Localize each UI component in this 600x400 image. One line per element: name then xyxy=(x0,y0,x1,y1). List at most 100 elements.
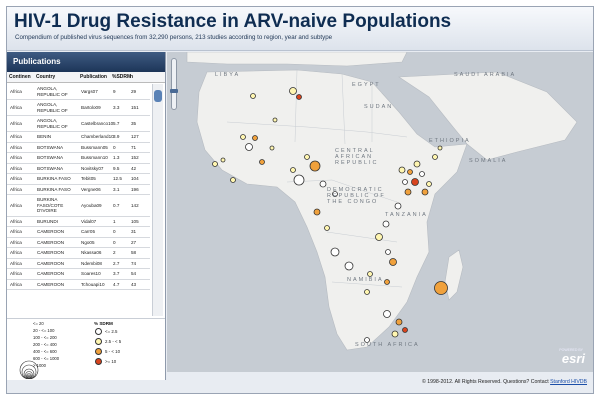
page-title: HIV-1 Drug Resistance in ARV-naive Popul… xyxy=(14,11,452,32)
map-label-saudi-arabia: SAUDI ARABIA xyxy=(454,72,517,78)
study-marker xyxy=(324,225,330,231)
map-label-namibia: NAMIBIA xyxy=(347,277,384,283)
study-marker xyxy=(259,159,265,165)
cell-n: 151 xyxy=(131,104,139,110)
cell-n: 35 xyxy=(131,120,137,126)
cell-sdrm: 0 xyxy=(113,239,116,245)
app-frame: HIV-1 Drug Resistance in ARV-naive Popul… xyxy=(6,6,594,394)
cell-country: BOTSWANA xyxy=(37,165,64,171)
map-label-drc: DEMOCRATIC REPUBLIC OF THE CONGO xyxy=(327,187,386,205)
cell-publication: Vargs07 xyxy=(81,88,98,94)
cell-sdrm: 0 xyxy=(113,144,116,150)
sdrm-dot xyxy=(95,358,102,365)
cell-n: 152 xyxy=(131,155,139,160)
study-marker xyxy=(269,145,275,151)
table-row[interactable]: Africa BOTSWANA Bussmann10 1.3 152 xyxy=(7,153,150,164)
cell-n: 105 xyxy=(131,218,139,224)
study-marker xyxy=(245,143,253,151)
cell-continent: Africa xyxy=(10,250,22,255)
cell-publication: Ngo05 xyxy=(81,239,95,245)
esri-logo[interactable]: esri xyxy=(561,351,585,366)
column-header-sdrm[interactable]: %SDRM xyxy=(112,74,132,80)
study-marker xyxy=(402,179,408,185)
table-row[interactable]: Africa CAMEROON Tchouapi10 4.7 43 xyxy=(7,280,150,290)
zoom-slider[interactable] xyxy=(170,58,178,110)
cell-sdrm: 2.7 xyxy=(113,260,120,266)
cell-continent: Africa xyxy=(10,260,22,266)
study-marker xyxy=(394,202,402,210)
table-row[interactable]: Africa CAMEROON Soares10 3.7 54 xyxy=(7,269,150,280)
footer: © 1998-2012. All Rights Reserved. Questi… xyxy=(167,373,593,393)
study-marker xyxy=(330,247,340,257)
table-row[interactable]: Africa BENIN Chamberland10 3.9 127 xyxy=(7,132,150,143)
table-row[interactable]: Africa BURUNDI Vidal07 1 105 xyxy=(7,217,150,227)
sdrm-label: 2.5 - < 5 xyxy=(105,339,122,344)
table-row[interactable]: Africa CAMEROON Ngo05 0 27 xyxy=(7,238,150,248)
cell-n: 42 xyxy=(131,165,137,171)
study-marker xyxy=(421,188,429,196)
table-row[interactable]: Africa BURKINA FASO/COTE D'IVOIRE Ayouba09… xyxy=(7,195,150,217)
scrollbar-thumb[interactable] xyxy=(154,90,162,102)
table-row[interactable]: Africa BURKINA FASO Tebit05 12.5 104 xyxy=(7,174,150,185)
cell-publication: Bartolo09 xyxy=(81,104,101,110)
sdrm-legend-item: >= 10 xyxy=(95,358,116,365)
study-marker xyxy=(432,154,438,160)
cell-publication: Novitsky07 xyxy=(81,165,104,171)
cell-n: 127 xyxy=(131,134,139,139)
cell-publication: Tchouapi10 xyxy=(81,281,105,287)
size-label: <= 20 xyxy=(33,321,44,326)
table-scrollbar[interactable] xyxy=(152,84,163,316)
column-header-n[interactable]: n xyxy=(130,74,134,80)
sdrm-dot xyxy=(95,338,102,345)
table-row[interactable]: Africa BOTSWANA Novitsky07 9.5 42 xyxy=(7,164,150,174)
table-row[interactable]: Africa BOTSWANA Bussmann05 0 71 xyxy=(7,143,150,153)
cell-country: BOTSWANA xyxy=(37,155,64,160)
africa-land xyxy=(196,69,468,351)
cell-continent: Africa xyxy=(10,120,22,126)
cell-country: ANGOLA, REPUBLIC OF xyxy=(37,102,68,113)
cell-n: 43 xyxy=(131,281,137,287)
cell-publication: Tebit05 xyxy=(81,176,96,181)
column-header-country[interactable]: Country xyxy=(36,74,56,80)
cell-country: CAMEROON xyxy=(37,229,65,234)
cell-country: CAMEROON xyxy=(37,250,65,255)
table-row[interactable]: Africa BURKINA FASO Vergne06 3.1 196 xyxy=(7,185,150,195)
cell-country: CAMEROON xyxy=(37,239,65,245)
map-view[interactable]: LIBYA SAUDI ARABIA EGYPT SUDAN ETHIOPIA … xyxy=(167,52,593,372)
study-marker xyxy=(290,167,296,173)
map-label-egypt: EGYPT xyxy=(352,82,381,88)
study-marker xyxy=(419,171,425,177)
zoom-slider-handle[interactable] xyxy=(170,89,178,93)
cell-country: BURKINA FASO/COTE D'IVOIRE xyxy=(37,197,64,213)
column-header-continent[interactable]: Continen xyxy=(9,74,31,80)
study-marker xyxy=(395,318,403,326)
table-row[interactable]: Africa ANGOLA, REPUBLIC OF Vargs07 9 29 xyxy=(7,84,150,100)
africa-map[interactable] xyxy=(167,52,593,372)
study-marker xyxy=(212,161,218,167)
size-label: 20 - <= 100 xyxy=(33,328,55,333)
study-marker xyxy=(344,261,354,271)
sdrm-legend-item: 5 - < 10 xyxy=(95,348,120,355)
cell-sdrm: 0 xyxy=(113,229,116,234)
cell-publication: Castelbranco10 xyxy=(81,120,114,126)
cell-sdrm: 1.3 xyxy=(113,155,120,160)
column-header-publication[interactable]: Publication xyxy=(80,74,107,80)
study-marker xyxy=(413,160,421,168)
table-row[interactable]: Africa CAMEROON Carr05 0 31 xyxy=(7,227,150,238)
table-row[interactable]: Africa ANGOLA, REPUBLIC OF Castelbranco10 5… xyxy=(7,116,150,132)
study-marker xyxy=(304,154,310,160)
study-marker xyxy=(272,117,278,123)
cell-publication: Soares10 xyxy=(81,271,101,276)
table-row[interactable]: Africa ANGOLA, REPUBLIC OF Bartolo09 3.3 151 xyxy=(7,100,150,116)
study-marker xyxy=(434,281,448,295)
study-marker xyxy=(309,160,321,172)
study-markers xyxy=(212,87,448,343)
cell-publication: Vergne06 xyxy=(81,186,101,192)
table-row[interactable]: Africa CAMEROON Ndembi08 2.7 74 xyxy=(7,259,150,269)
panel-title: Publications xyxy=(7,52,165,72)
cell-n: 29 xyxy=(131,88,137,94)
study-marker xyxy=(240,134,246,140)
table-row[interactable]: Africa CAMEROON Nkassa06 2 58 xyxy=(7,248,150,259)
contact-link[interactable]: Stanford HIVDB xyxy=(550,379,587,385)
map-label-somalia: SOMALIA xyxy=(469,158,508,164)
